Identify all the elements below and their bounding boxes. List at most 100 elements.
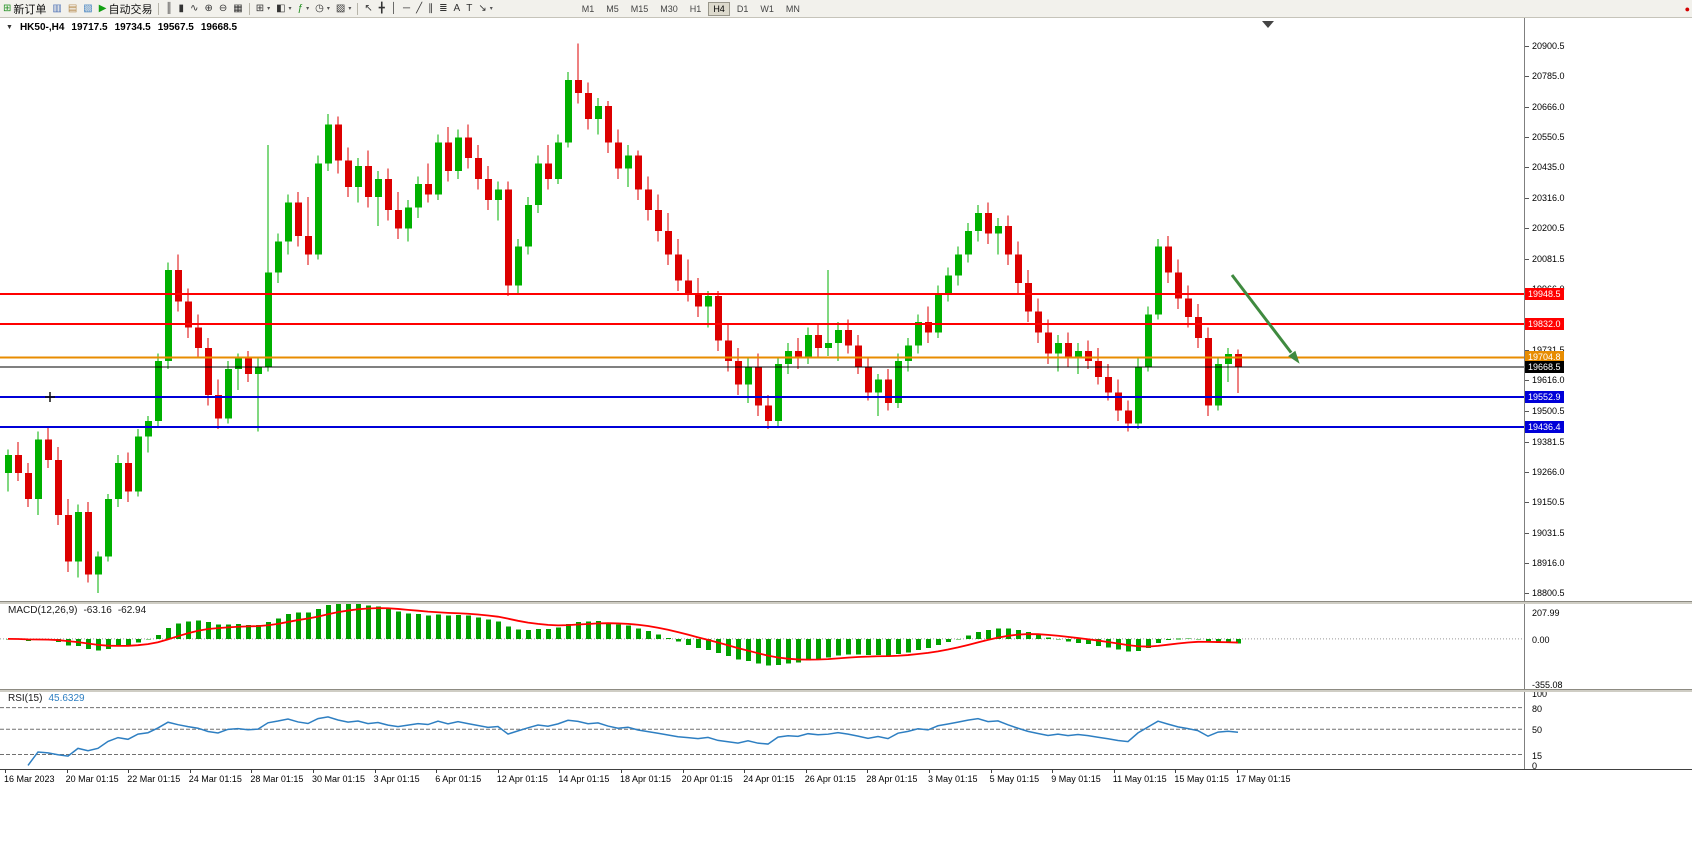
line-chart-button[interactable]: ∿ (187, 1, 201, 16)
price-axis-tick (1525, 380, 1529, 381)
tile-windows-button[interactable]: ▦ (230, 1, 245, 16)
price-axis-label: 20435.0 (1532, 162, 1565, 172)
zoom-in-icon: ⊕ (204, 3, 213, 14)
time-axis-tick (128, 770, 130, 773)
macd-axis-label: 207.99 (1532, 608, 1560, 618)
profiles-button[interactable]: ◧ ▾ (273, 1, 294, 16)
navigator-button[interactable]: ▧ (80, 1, 95, 16)
time-axis[interactable]: 16 Mar 2023 20 Mar 01:15 22 Mar 01:15 24 Ma… (0, 769, 1692, 789)
zoom-in-button[interactable]: ⊕ (201, 1, 215, 16)
time-axis-label: 28 Mar 01:15 (250, 774, 304, 784)
price-axis-label: 20081.5 (1532, 254, 1565, 264)
rsi-line (27, 716, 1239, 766)
ohlc-open: 19717.5 (71, 22, 108, 33)
vertical-line-button[interactable]: │ (388, 1, 400, 16)
new-chart-icon: ⊞ (255, 3, 265, 14)
new-order-button[interactable]: ⊞ 新订单 (0, 1, 49, 16)
time-axis-tick (497, 770, 499, 773)
timeframe-buttons: M1 M5 M15 M30 H1 H4 D1 W1 MN (576, 1, 806, 16)
price-axis-label: 20785.0 (1532, 71, 1565, 81)
timeframe-m5[interactable]: M5 (606, 3, 619, 14)
zoom-out-icon: ⊖ (218, 3, 228, 14)
chart-collapse-icon[interactable]: ▼ (6, 24, 13, 31)
price-badge-19552.9: 19552.9 (1525, 391, 1564, 403)
rsi-panel-canvas[interactable] (0, 691, 1524, 769)
time-axis-label: 3 May 01:15 (928, 774, 978, 784)
price-axis-tick (1525, 502, 1529, 503)
arrows-button[interactable]: ↘ ▾ (475, 1, 495, 16)
new-order-button-label: 新订单 (13, 3, 47, 16)
time-axis-label: 14 Apr 01:15 (558, 774, 610, 784)
template-icon: ▨ (335, 3, 346, 14)
rsi-axis-label: 50 (1532, 725, 1543, 735)
chevron-down-icon: ▾ (489, 6, 493, 12)
timeframe-m15[interactable]: M15 (630, 3, 649, 14)
timeframe-d1[interactable]: D1 (736, 3, 749, 14)
candlestick-chart-button[interactable]: ▮ (176, 1, 188, 16)
fibonacci-button[interactable]: ≣ (436, 1, 450, 16)
macd-signal-line (7, 607, 1239, 661)
price-axis-label: 20900.5 (1532, 41, 1565, 51)
candlestick-chart-icon: ▮ (178, 3, 185, 14)
crosshair-button[interactable]: ╋ (376, 1, 388, 16)
time-axis-label: 6 Apr 01:15 (435, 774, 482, 784)
timeframe-w1[interactable]: W1 (760, 3, 774, 14)
rsi-axis-label: 80 (1532, 704, 1543, 714)
toolbar-right: ● (1685, 4, 1690, 14)
new-chart-button[interactable]: ⊞ ▾ (253, 1, 273, 16)
time-axis-label: 12 Apr 01:15 (496, 774, 548, 784)
timeframe-m30[interactable]: M30 (660, 3, 678, 14)
indicators-button[interactable]: ƒ ▾ (295, 1, 313, 16)
price-axis-tick (1525, 167, 1529, 168)
price-badge-19668.5: 19668.5 (1525, 361, 1564, 373)
chart-window-button[interactable]: ▥ (49, 1, 64, 16)
chart-shift-marker[interactable] (1262, 21, 1274, 28)
price-axis-tick (1525, 76, 1529, 77)
price-chart-canvas[interactable] (0, 17, 1524, 601)
crosshair-icon: ╋ (378, 3, 385, 14)
period-button[interactable]: ◷ ▾ (312, 1, 333, 16)
channel-button[interactable]: ∥ (425, 1, 436, 16)
time-axis-tick (251, 770, 253, 773)
rsi-axis-label: 0 (1532, 761, 1538, 771)
cursor-button[interactable]: ↖ (361, 1, 375, 16)
panel-separator-macd[interactable] (0, 601, 1692, 604)
text-button[interactable]: A (451, 1, 464, 16)
macd-signal-value: -62.94 (117, 605, 147, 616)
timeframe-mn[interactable]: MN (785, 3, 800, 14)
horizontal-line-button[interactable]: ─ (400, 1, 413, 16)
panel-separator-rsi[interactable] (0, 689, 1692, 692)
time-axis-tick (682, 770, 684, 773)
trend-arrow-annotation[interactable] (1230, 274, 1300, 364)
cross-marker[interactable] (45, 392, 55, 402)
label-button[interactable]: T (463, 1, 475, 16)
template-button[interactable]: ▨ ▾ (333, 1, 354, 16)
timeframe-m1[interactable]: M1 (581, 3, 595, 14)
label-icon: T (466, 3, 473, 14)
bar-chart-button[interactable]: ║ (162, 1, 175, 16)
ohlc-close: 19668.5 (200, 22, 238, 33)
price-axis-label: 19150.5 (1532, 497, 1565, 507)
trendline-button[interactable]: ╱ (413, 1, 425, 16)
alert-icon[interactable]: ● (1684, 3, 1690, 14)
macd-panel-canvas[interactable] (0, 603, 1524, 689)
symbol-period-label: HK50-,H4 (19, 22, 65, 33)
level-lines (0, 292, 1524, 429)
time-axis-tick (5, 770, 6, 773)
price-axis[interactable]: 20900.5 20785.0 20666.0 20550.5 20435.0 20316… (1524, 17, 1692, 771)
autotrade-button[interactable]: ▶ 自动交易 (96, 1, 156, 16)
text-icon: A (453, 3, 461, 14)
timeframe-h4[interactable]: H4 (708, 1, 730, 16)
price-badge-19436.4: 19436.4 (1525, 421, 1564, 433)
timeframe-h1[interactable]: H1 (689, 3, 702, 14)
indicators-icon: ƒ (297, 3, 304, 14)
rsi-axis-label: 100 (1532, 689, 1548, 699)
price-axis-tick (1525, 533, 1529, 534)
price-axis-label: 19266.0 (1532, 467, 1565, 477)
zoom-out-button[interactable]: ⊖ (216, 1, 230, 16)
chevron-down-icon: ▾ (306, 6, 310, 12)
rsi-name: RSI(15) (8, 693, 43, 704)
toolbar-separator (357, 2, 359, 15)
time-axis-tick (805, 770, 807, 773)
market-watch-button[interactable]: ▤ (65, 1, 80, 16)
